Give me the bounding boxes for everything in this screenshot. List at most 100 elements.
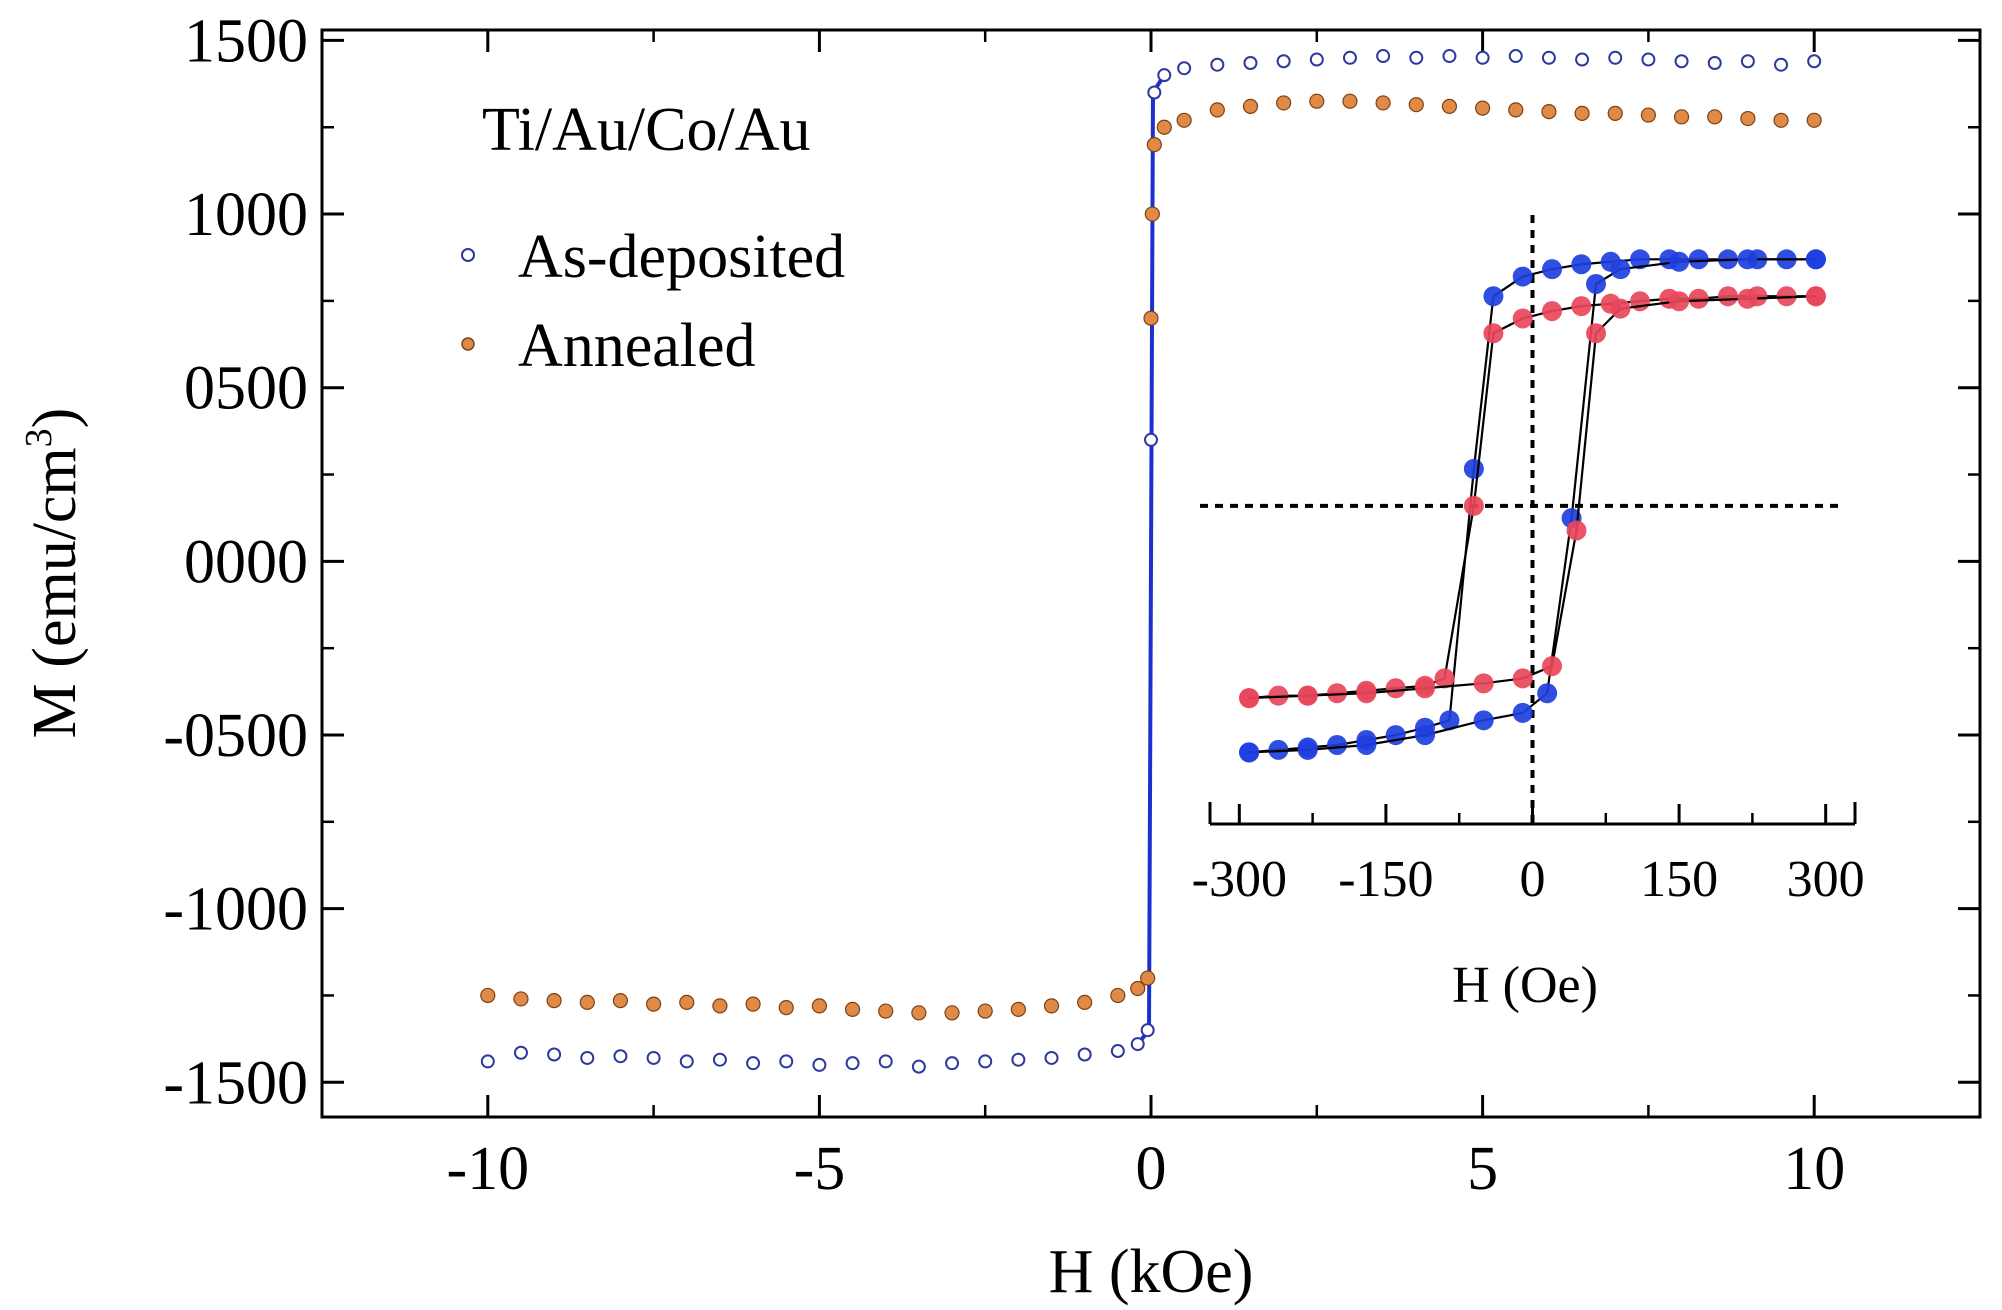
as-deposited-point: [812, 1057, 827, 1072]
annealed-point: [1176, 112, 1192, 128]
inset-loop-point: [1512, 668, 1533, 689]
x-tick-label: 0: [1136, 1135, 1167, 1203]
inset-loop-point: [1717, 286, 1738, 307]
annealed-point: [1342, 93, 1358, 109]
inset-loop-point: [1630, 291, 1650, 312]
inset-loop-point: [1688, 249, 1709, 270]
y-tick-label: -0500: [163, 702, 308, 770]
inset-loop-point: [1439, 710, 1460, 731]
annealed-point: [844, 1001, 861, 1017]
annealed-point: [1130, 980, 1146, 997]
x-tick-label: 5: [1467, 1135, 1498, 1203]
as-deposited-point: [911, 1059, 926, 1074]
annealed-point: [480, 987, 496, 1004]
annealed-point: [977, 1003, 993, 1019]
main-plot-data: [480, 49, 1822, 1074]
annealed-point: [1508, 102, 1524, 118]
as-deposited-point: [1309, 52, 1324, 67]
as-deposited-point: [878, 1054, 893, 1069]
as-deposited-point: [1475, 50, 1490, 65]
as-deposited-point: [779, 1054, 794, 1069]
inset-loop-point: [1239, 742, 1260, 763]
inset-loop-point: [1356, 734, 1377, 755]
inset-loop-point: [1566, 520, 1587, 541]
inset-loop-point: [1473, 673, 1494, 694]
as-deposited-point: [1508, 49, 1523, 64]
inset-x-axis-label: H (Oe): [1452, 957, 1598, 1014]
as-deposited-point: [480, 1054, 495, 1069]
inset-loop-point: [1610, 298, 1631, 319]
as-deposited-point: [1140, 1023, 1155, 1038]
inset-loop-point: [1688, 288, 1709, 309]
as-deposited-point: [613, 1049, 628, 1064]
as-deposited-point: [1177, 61, 1192, 76]
as-deposited-point: [1608, 50, 1623, 65]
annealed-point: [1607, 105, 1623, 121]
y-tick-label: 0000: [184, 528, 308, 596]
y-tick-label: -1000: [163, 876, 308, 944]
as-deposited-point: [646, 1050, 661, 1065]
as-deposited-point: [712, 1052, 727, 1067]
annealed-point: [745, 996, 761, 1012]
as-deposited-point: [1376, 49, 1391, 64]
annealed-point: [1276, 95, 1292, 111]
as-deposited-point: [1157, 68, 1172, 83]
as-deposited-point: [945, 1056, 960, 1071]
inset-chart: -300 -150 0 150 300: [1192, 215, 1865, 908]
annealed-point: [1309, 93, 1325, 109]
inset-loop-point: [1483, 286, 1504, 307]
inset-loop-point: [1571, 296, 1592, 317]
annealed-point: [811, 998, 828, 1014]
as-deposited-point: [746, 1056, 761, 1071]
y-tick-label: 1000: [184, 181, 308, 249]
inset-loop-point: [1512, 702, 1533, 723]
annealed-point: [1010, 1001, 1026, 1017]
annealed-point: [1043, 998, 1060, 1014]
inset-loop-point: [1327, 683, 1348, 704]
as-deposited-point: [1144, 432, 1158, 447]
inset-loop-point: [1268, 685, 1289, 706]
as-deposited-point: [513, 1045, 528, 1060]
inset-loop-point: [1542, 301, 1563, 322]
as-deposited-point: [1210, 57, 1225, 72]
inset-loop-point: [1239, 688, 1260, 709]
inset-loop-point: [1542, 656, 1563, 677]
as-deposited-point: [1409, 50, 1424, 65]
x-tick-label: -10: [446, 1135, 529, 1203]
annealed-point: [1541, 104, 1557, 120]
y-tick-label: 1500: [184, 7, 308, 75]
annealed-point: [1146, 137, 1162, 153]
annealed-point: [1209, 102, 1225, 118]
annealed-point: [1077, 994, 1093, 1010]
as-deposited-point: [1110, 1044, 1125, 1059]
inset-loop-point: [1586, 323, 1607, 344]
annealed-point: [1574, 105, 1590, 121]
inset-loop-point: [1537, 683, 1558, 704]
as-deposited-switching-line: [1136, 74, 1166, 1046]
inset-loop-point: [1297, 685, 1318, 706]
legend-title: Ti/Au/Co/Au: [482, 96, 811, 164]
inset-x-tick-label: 300: [1787, 851, 1865, 908]
y-axis-label-close: ): [21, 408, 89, 429]
inset-loop-point: [1473, 710, 1494, 731]
x-tick-label: 10: [1783, 1135, 1845, 1203]
x-tick-label: -5: [794, 1135, 846, 1203]
annealed-point: [1673, 109, 1690, 125]
annealed-point: [612, 993, 629, 1009]
annealed-point: [579, 994, 595, 1010]
annealed-point: [1156, 119, 1172, 135]
inset-loop-point: [1610, 259, 1631, 280]
as-deposited-point: [1674, 54, 1689, 69]
inset-loop-point: [1586, 273, 1607, 294]
as-deposited-point: [1541, 50, 1556, 65]
inset-loop-point: [1512, 308, 1533, 329]
inset-loop-point: [1630, 249, 1650, 270]
inset-x-tick-label: 0: [1520, 851, 1546, 908]
as-deposited-point: [1130, 1037, 1145, 1052]
annealed-point: [546, 993, 562, 1009]
inset-loop-point: [1268, 739, 1289, 760]
inset-x-tick-label: 150: [1640, 851, 1718, 908]
as-deposited-point: [1707, 55, 1722, 70]
